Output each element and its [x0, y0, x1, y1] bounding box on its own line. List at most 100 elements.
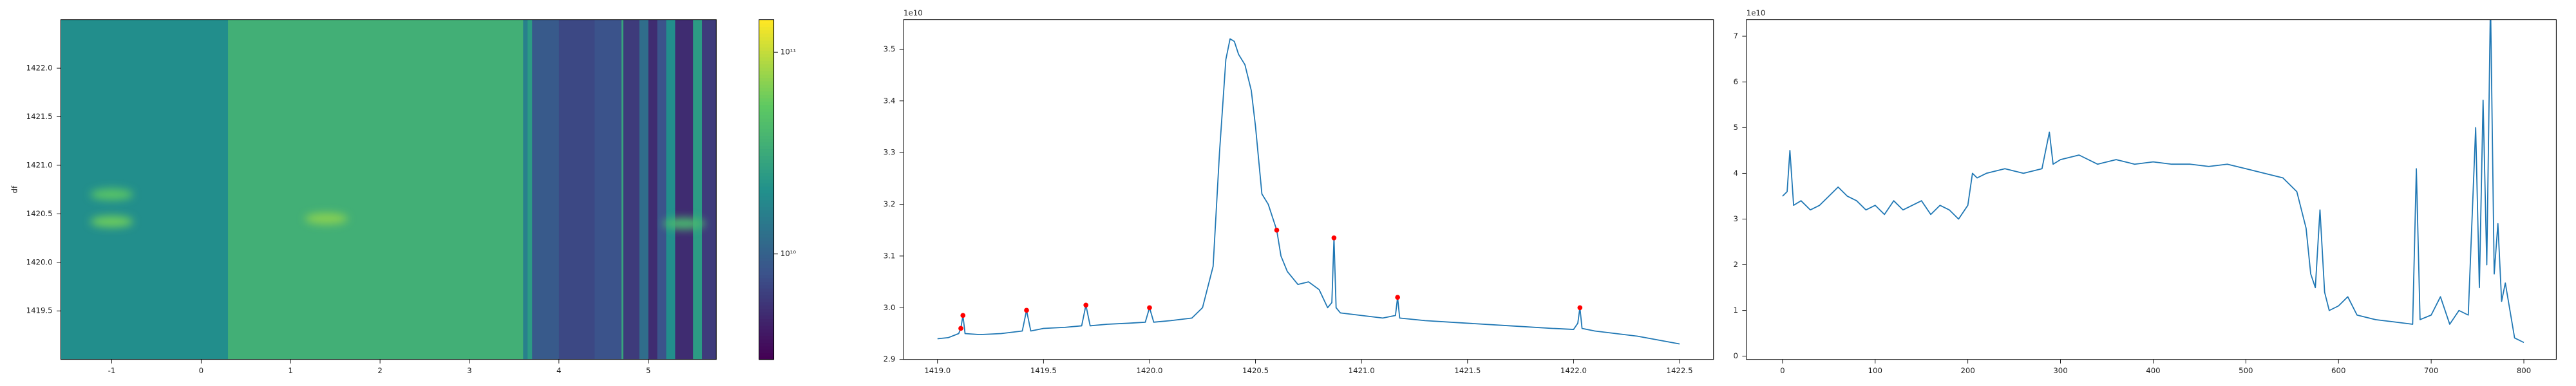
x-tick-label: 2: [377, 366, 382, 375]
offset-label: 1e10: [1747, 8, 1766, 17]
y-tick-label: 3.5: [884, 44, 896, 53]
y-tick-label: 2: [1734, 260, 1738, 269]
x-tick-label: 1419.5: [1030, 366, 1057, 375]
colorbar-step: [759, 46, 774, 51]
x-tick-label: 200: [1960, 366, 1975, 375]
colorbar-step: [759, 145, 774, 150]
colorbar-step: [759, 118, 774, 122]
y-tick-label: 1421.0: [26, 160, 53, 169]
y-tick-label: 4: [1734, 169, 1738, 178]
colorbar-step: [759, 281, 774, 286]
axes-frame: [1746, 19, 2557, 360]
hotspot: [663, 217, 706, 230]
colorbar-step: [759, 318, 774, 323]
colorbar-step: [759, 338, 774, 344]
colorbar-step: [759, 43, 774, 48]
colorbar-step: [759, 301, 774, 306]
colorbar-tick-label: 10¹¹: [781, 48, 797, 57]
colorbar-step: [759, 53, 774, 58]
colorbar-step: [759, 115, 774, 119]
heatmap-column: [523, 19, 528, 360]
x-tick-label: 100: [1868, 366, 1882, 375]
heatmap-column: [666, 19, 676, 360]
colorbar-step: [759, 247, 774, 252]
colorbar-step: [759, 277, 774, 282]
x-tick-label: 800: [2517, 366, 2531, 375]
colorbar-step: [759, 131, 774, 136]
colorbar-step: [759, 149, 774, 153]
colorbar-step: [759, 196, 774, 201]
colorbar-step: [759, 23, 774, 27]
x-tick-label: 3: [467, 366, 471, 375]
colorbar-step: [759, 128, 774, 133]
x-tick-label: 500: [2239, 366, 2253, 375]
colorbar-step: [759, 305, 774, 309]
colorbar-step: [759, 101, 774, 106]
colorbar-step: [759, 257, 774, 262]
colorbar-step: [759, 98, 774, 102]
colorbar-step: [759, 325, 774, 329]
colorbar-step: [759, 67, 774, 71]
heatmap-column: [228, 19, 524, 360]
y-tick-label: 0: [1734, 351, 1738, 360]
heatmap-column: [621, 19, 624, 360]
y-tick-label: 7: [1734, 32, 1738, 41]
colorbar-step: [759, 165, 774, 170]
colorbar-step: [759, 155, 774, 160]
colorbar-step: [759, 152, 774, 156]
y-tick-label: 1: [1734, 306, 1738, 315]
colorbar-step: [759, 192, 774, 197]
heatmap-column: [558, 19, 595, 360]
y-tick-label: 3.1: [884, 251, 896, 260]
x-tick-label: 0: [1780, 366, 1785, 375]
colorbar-step: [759, 271, 774, 275]
colorbar-step: [759, 308, 774, 313]
colorbar-step: [759, 226, 774, 231]
axes-frame: [903, 19, 1714, 360]
plot-area: [1782, 19, 2524, 344]
colorbar-step: [759, 40, 774, 44]
colorbar-step: [759, 315, 774, 320]
heatmap-column: [657, 19, 667, 360]
colorbar-step: [759, 353, 774, 357]
x-tick-label: 0: [199, 366, 204, 375]
heatmap-column: [594, 19, 622, 360]
x-tick-label: 1419.0: [924, 366, 951, 375]
hotspot: [90, 188, 133, 201]
colorbar-step: [759, 57, 774, 61]
peak-marker: [1331, 235, 1337, 241]
y-tick-label: 3.4: [884, 96, 896, 105]
x-tick-label: 1: [289, 366, 293, 375]
y-tick-label: 1419.5: [26, 306, 53, 315]
y-tick-label: 3.2: [884, 199, 896, 208]
colorbar-step: [759, 183, 774, 187]
peak-marker: [1147, 305, 1152, 311]
colorbar-step: [759, 60, 774, 65]
colorbar-step: [759, 111, 774, 116]
x-tick-label: 1421.0: [1349, 366, 1375, 375]
x-tick-label: -1: [108, 366, 116, 375]
colorbar-step: [759, 342, 774, 347]
peak-marker: [1577, 305, 1583, 311]
colorbar-step: [759, 33, 774, 37]
x-tick-label: 600: [2331, 366, 2345, 375]
colorbar-step: [759, 74, 774, 78]
colorbar-step: [759, 26, 774, 31]
colorbar-step: [759, 295, 774, 299]
colorbar-step: [759, 210, 774, 214]
colorbar-step: [759, 77, 774, 82]
colorbar-step: [759, 220, 774, 225]
y-tick-label: 1422.0: [26, 64, 53, 73]
x-tick-label: 4: [556, 366, 561, 375]
colorbar-step: [759, 240, 774, 244]
colorbar-step: [759, 274, 774, 279]
colorbar-step: [759, 159, 774, 163]
colorbar-step: [759, 332, 774, 336]
heatmap-column: [693, 19, 703, 360]
colorbar-step: [759, 203, 774, 207]
y-tick-label: 1420.0: [26, 257, 53, 266]
colorbar-step: [759, 91, 774, 95]
heatmap-column: [623, 19, 640, 360]
y-tick-label: 6: [1734, 77, 1738, 86]
colorbar-step: [759, 70, 774, 75]
